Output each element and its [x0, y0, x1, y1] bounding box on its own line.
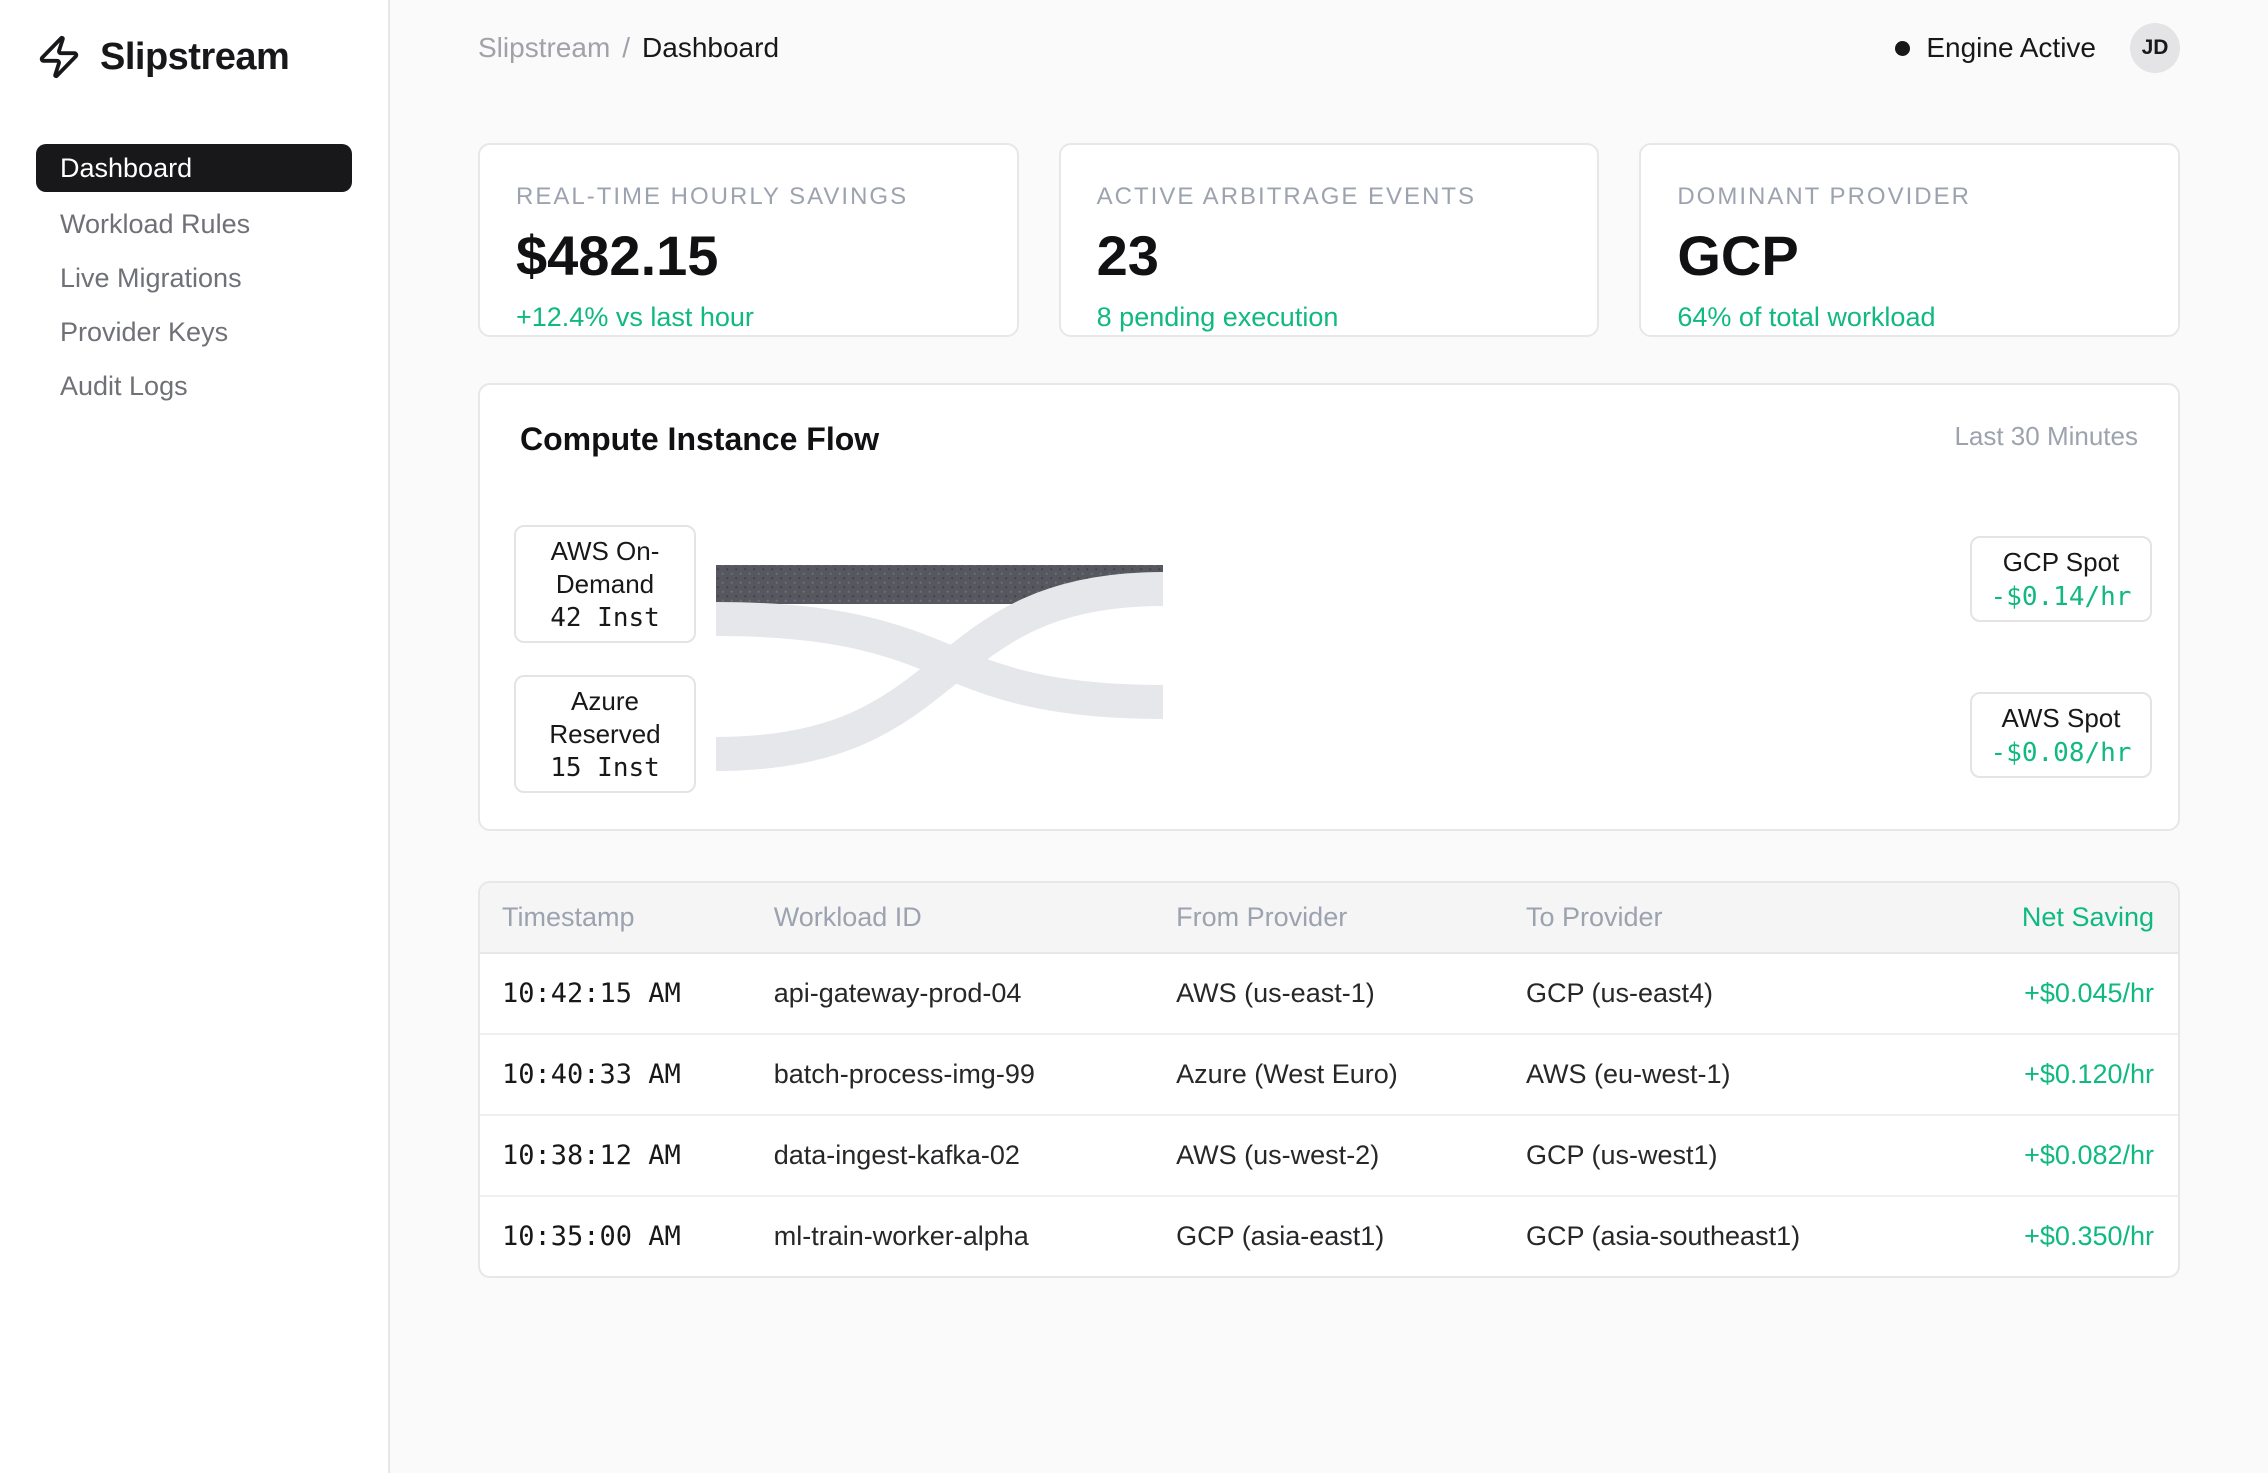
cell-net-saving: +$0.045/hr [2024, 978, 2154, 1008]
column-header-to-provider: To Provider [1525, 883, 1941, 954]
flow-ribbon-light-up [716, 572, 1163, 771]
stat-value: $482.15 [516, 224, 719, 287]
cell-workload-id: ml-train-worker-alpha [773, 1195, 1177, 1276]
table-row: 10:38:12 AM data-ingest-kafka-02 AWS (us… [480, 1114, 2178, 1196]
cell-to-provider: GCP (asia-southeast1) [1525, 1195, 1941, 1276]
stat-label: ACTIVE ARBITRAGE EVENTS [1096, 183, 1477, 210]
cell-timestamp: 10:35:00 AM [480, 1195, 774, 1276]
status-label: Engine Active [1926, 32, 2096, 63]
flow-node-azure-reserved: Azure Reserved 15 Inst [514, 675, 696, 793]
stat-card-hourly-savings: REAL-TIME HOURLY SAVINGS $482.15 +12.4% … [478, 143, 1019, 337]
breadcrumb-current: Dashboard [642, 32, 780, 63]
stat-subtext: +12.4% vs last hour [516, 302, 754, 332]
flow-node-gcp-spot: GCP Spot -$0.14/hr [1970, 536, 2152, 622]
table-body: 10:42:15 AM api-gateway-prod-04 AWS (us-… [480, 953, 2178, 1276]
cell-to-provider: AWS (eu-west-1) [1525, 1033, 1941, 1115]
cell-from-provider: Azure (West Euro) [1176, 1033, 1526, 1115]
zap-icon [36, 34, 82, 80]
table-row: 10:40:33 AM batch-process-img-99 Azure (… [480, 1033, 2178, 1115]
stat-subtext: 64% of total workload [1677, 302, 1936, 332]
sidebar-item-audit-logs[interactable]: Audit Logs [60, 370, 188, 401]
breadcrumb-root[interactable]: Slipstream [478, 32, 611, 63]
flow-card-header: Compute Instance Flow Last 30 Minutes [520, 421, 2138, 458]
cell-workload-id: batch-process-img-99 [773, 1033, 1177, 1115]
cell-net-saving: +$0.350/hr [1940, 1195, 2178, 1276]
stat-subtext: 8 pending execution [1096, 302, 1339, 332]
flow-node-aws-on-demand: AWS On-Demand 42 Inst [514, 525, 696, 643]
column-header-workload-id: Workload ID [773, 883, 1177, 954]
migrations-table-card: Timestamp Workload ID From Provider To P… [478, 881, 2180, 1278]
sidebar-item-dashboard[interactable]: Dashboard [36, 144, 352, 192]
instance-flow-card: Compute Instance Flow Last 30 Minutes AW… [478, 383, 2180, 831]
sidebar: Slipstream Dashboard Workload Rules Live… [0, 0, 390, 1473]
flow-node-value: -$0.08/hr [1990, 737, 2132, 768]
table-row: 10:42:15 AM api-gateway-prod-04 AWS (us-… [480, 953, 2178, 1034]
status-dot-icon [1895, 40, 1911, 56]
table-header: Timestamp Workload ID From Provider To P… [480, 883, 2178, 954]
stat-label: DOMINANT PROVIDER [1677, 183, 1971, 210]
engine-status-badge: Engine Active [1895, 32, 2096, 64]
cell-timestamp: 10:40:33 AM [480, 1033, 774, 1115]
main-area: Slipstream / Dashboard Engine Active JD … [390, 0, 2268, 1473]
instance-flow-ribbons [716, 565, 1163, 771]
table-row: 10:35:00 AM ml-train-worker-alpha GCP (a… [480, 1195, 2178, 1276]
migrations-table: Timestamp Workload ID From Provider To P… [480, 883, 2178, 1276]
stat-card-arbitrage-events: ACTIVE ARBITRAGE EVENTS 23 8 pending exe… [1058, 143, 1600, 337]
flow-node-name: AWS Spot [2001, 703, 2121, 733]
flow-title: Compute Instance Flow [520, 421, 880, 457]
breadcrumb: Slipstream / Dashboard [478, 32, 779, 64]
column-header-from-provider: From Provider [1176, 883, 1526, 954]
flow-time-range: Last 30 Minutes [1954, 421, 2138, 451]
cell-to-provider: GCP (us-east4) [1525, 978, 1714, 1008]
breadcrumb-separator: / [622, 32, 631, 63]
flow-node-value: 15 Inst [550, 753, 660, 783]
cell-from-provider: AWS (us-east-1) [1176, 978, 1375, 1008]
stat-value: GCP [1677, 224, 1799, 287]
column-header-timestamp: Timestamp [480, 883, 774, 954]
column-header-net-saving: Net Saving [1940, 883, 2178, 954]
stat-value: 23 [1096, 224, 1159, 287]
sidebar-item-live-migrations[interactable]: Live Migrations [60, 262, 242, 293]
cell-timestamp: 10:42:15 AM [502, 978, 681, 1009]
flow-node-value: -$0.14/hr [1990, 581, 2132, 612]
page-content: REAL-TIME HOURLY SAVINGS $482.15 +12.4% … [390, 96, 2268, 1338]
sidebar-nav: Dashboard Workload Rules Live Migrations… [36, 144, 352, 413]
flow-node-name: GCP Spot [2002, 547, 2120, 577]
cell-to-provider: GCP (us-west1) [1525, 1114, 1941, 1196]
topbar-right: Engine Active JD [1895, 23, 2180, 73]
cell-timestamp: 10:38:12 AM [480, 1114, 774, 1196]
brand-logo: Slipstream [36, 28, 352, 86]
topbar: Slipstream / Dashboard Engine Active JD [390, 0, 2268, 96]
flow-node-aws-spot: AWS Spot -$0.08/hr [1970, 692, 2152, 778]
sidebar-item-workload-rules[interactable]: Workload Rules [60, 208, 251, 239]
cell-from-provider: AWS (us-west-2) [1176, 1114, 1526, 1196]
flow-node-name: Azure Reserved [549, 686, 661, 749]
stat-card-dominant-provider: DOMINANT PROVIDER GCP 64% of total workl… [1639, 143, 2180, 337]
cell-workload-id: data-ingest-kafka-02 [773, 1114, 1177, 1196]
cell-net-saving: +$0.082/hr [1940, 1114, 2178, 1196]
avatar[interactable]: JD [2130, 23, 2180, 73]
cell-from-provider: GCP (asia-east1) [1176, 1195, 1526, 1276]
stats-row: REAL-TIME HOURLY SAVINGS $482.15 +12.4% … [478, 143, 2180, 337]
brand-name: Slipstream [100, 35, 290, 78]
sidebar-item-provider-keys[interactable]: Provider Keys [60, 316, 229, 347]
cell-net-saving: +$0.120/hr [1940, 1033, 2178, 1115]
flow-node-value: 42 Inst [550, 603, 660, 633]
stat-label: REAL-TIME HOURLY SAVINGS [516, 183, 909, 210]
flow-node-name: AWS On-Demand [550, 536, 660, 599]
cell-workload-id: api-gateway-prod-04 [773, 978, 1022, 1008]
